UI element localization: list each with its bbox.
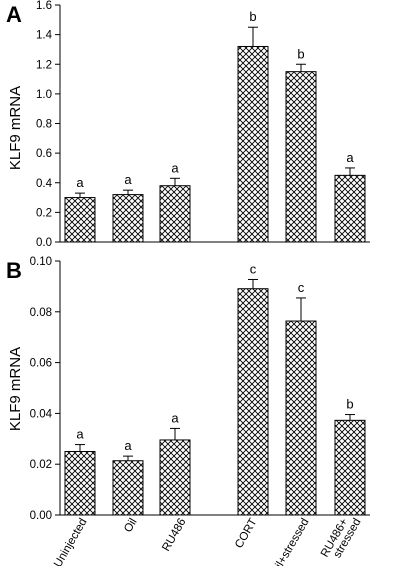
panel-a-significance-label: b [297, 46, 304, 61]
panel-b-bar [237, 288, 269, 516]
panel-a-significance-label: b [249, 9, 256, 24]
panel-a-y-tick-label: 1.4 [36, 30, 53, 42]
panel-b-bar [159, 439, 191, 516]
panel-a-y-tick-label: 0.4 [36, 178, 53, 190]
panel-b-significance-label: a [76, 427, 84, 442]
panel-a: A KLF9 mRNA 0.00.20.40.60.81.01.21.41.6 … [6, 0, 370, 249]
panel-a-y-tick-label: 0.6 [36, 148, 52, 160]
panel-b-y-tick-label: 0.10 [30, 256, 52, 268]
panel-a-bar [237, 45, 269, 243]
panel-a-significance-label: a [171, 160, 179, 175]
x-category-labels: Uninjected Oil RU486 CORT Oil+stressed R… [52, 516, 364, 566]
panel-b-significance-label: c [250, 261, 257, 276]
panel-a-y-tick-label: 0.2 [36, 207, 52, 219]
panel-b-bar [285, 320, 317, 516]
panel-a-bars: a a a b b a [64, 9, 366, 243]
panel-a-bar [334, 174, 366, 243]
panel-b-y-tick-label: 0.08 [30, 307, 52, 319]
panel-b-significance-label: c [298, 280, 305, 295]
panel-a-y-tick-label: 0.0 [36, 237, 52, 249]
category-label-cort: CORT [233, 517, 260, 551]
panel-a-letter: A [6, 2, 22, 27]
category-label-uninjected: Uninjected [52, 517, 90, 566]
panel-a-y-tick-label: 1.6 [36, 0, 52, 12]
panel-b-bar [64, 451, 96, 516]
panel-a-y-tick-label: 1.0 [36, 89, 52, 101]
panel-a-bar [159, 185, 191, 243]
panel-b-y-axis: 0.00 0.02 0.04 0.06 0.08 0.10 [30, 256, 60, 522]
panel-a-ylabel: KLF9 mRNA [7, 86, 24, 170]
panel-a-bar [64, 197, 96, 243]
panel-b-y-tick-label: 0.02 [30, 459, 52, 471]
panel-b-bar [112, 460, 144, 516]
panel-b: B KLF9 mRNA 0.000.020.040.060.080.10 aaa… [6, 256, 370, 522]
panel-a-bar [112, 194, 144, 243]
panel-a-y-axis: 0.0 0.2 0.4 0.6 0.8 1.0 1.2 1.4 1.6 [36, 0, 60, 249]
panel-b-bars: a a a c c b [64, 261, 366, 516]
panel-b-y-tick-label: 0.04 [30, 408, 53, 420]
panel-b-ylabel: KLF9 mRNA [7, 347, 24, 431]
panel-b-bar [334, 419, 366, 516]
panel-a-y-tick-label: 0.8 [36, 119, 52, 131]
panel-a-significance-label: a [76, 175, 84, 190]
panel-b-significance-label: a [124, 438, 132, 453]
panel-a-bar [285, 71, 317, 243]
panel-b-significance-label: b [346, 397, 353, 412]
panel-a-significance-label: a [124, 172, 132, 187]
category-label-oil: Oil [122, 517, 139, 535]
panel-b-letter: B [6, 258, 22, 283]
category-label-ru486: RU486 [160, 517, 188, 554]
panel-a-y-tick-label: 1.2 [36, 59, 52, 71]
panel-a-significance-label: a [346, 150, 354, 165]
panel-b-significance-label: a [171, 410, 179, 425]
category-label-oil-stressed: Oil+stressed [269, 517, 312, 566]
panel-b-y-tick-label: 0.00 [30, 510, 52, 522]
panel-b-y-tick-label: 0.06 [30, 358, 52, 370]
